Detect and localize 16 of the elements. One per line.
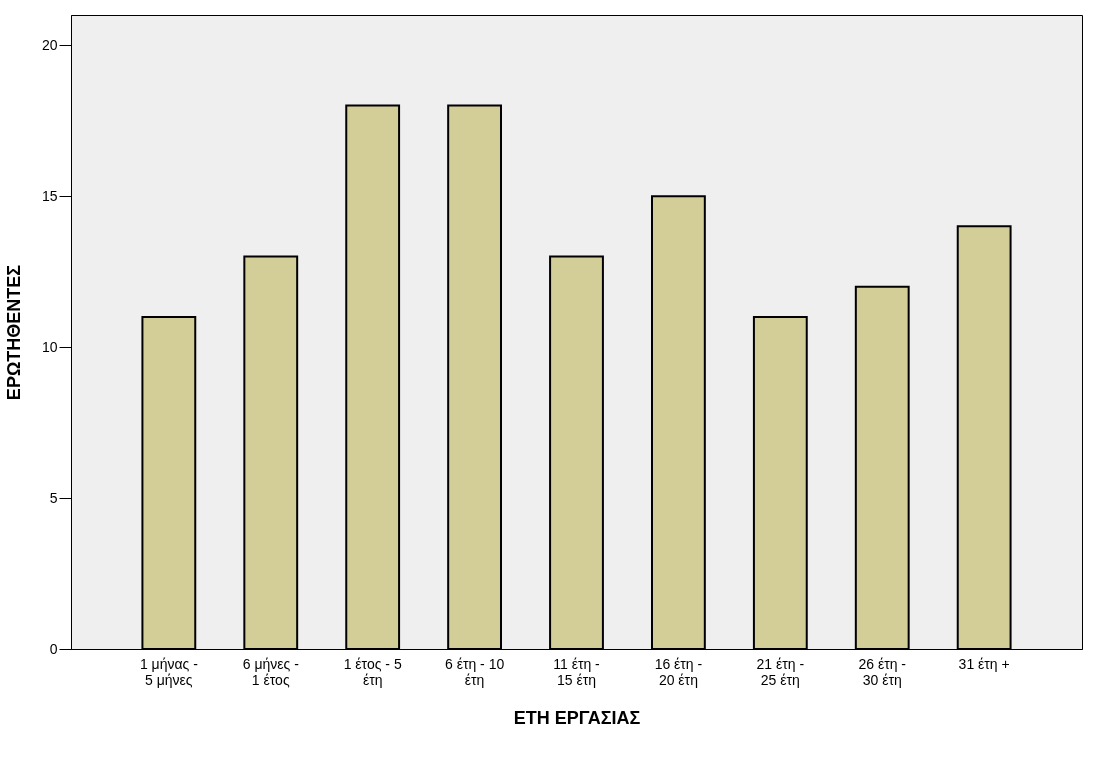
y-tick-label: 0 xyxy=(49,640,58,657)
x-tick-label: 16 έτη - 20 έτη xyxy=(654,655,703,688)
x-tick-label: 6 μήνες - 1 έτος xyxy=(242,655,300,688)
y-tick-label: 5 xyxy=(49,489,58,506)
x-tick-label: 31 έτη + xyxy=(958,655,1010,672)
x-tick-label: 6 έτη - 10 έτη xyxy=(444,655,505,688)
y-tick-label: 10 xyxy=(41,338,58,355)
x-axis-title: ΕΤΗ ΕΡΓΑΣΙΑΣ xyxy=(513,707,641,728)
y-axis-title: ΕΡΩΤΗΘΕΝΤΕΣ xyxy=(3,264,24,401)
x-tick-label: 21 έτη - 25 έτη xyxy=(756,655,805,688)
x-tick-label: 1 έτος - 5 έτη xyxy=(343,655,402,688)
y-tick-label: 15 xyxy=(41,187,58,204)
x-tick-label: 26 έτη - 30 έτη xyxy=(858,655,907,688)
x-tick-label: 11 έτη - 15 έτη xyxy=(553,655,601,688)
y-tick-label: 20 xyxy=(41,36,58,53)
x-tick-label: 1 μήνας - 5 μήνες xyxy=(139,655,199,688)
